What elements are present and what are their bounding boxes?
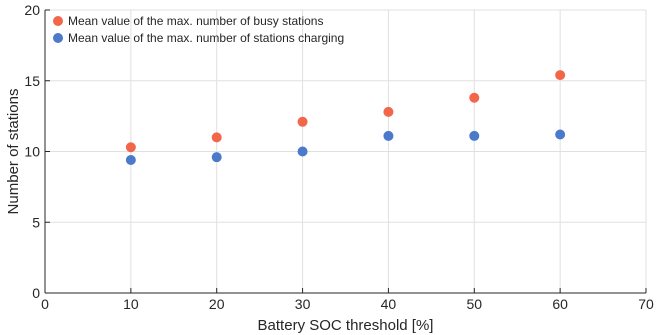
data-point-series-1 (555, 70, 566, 81)
legend-marker (53, 33, 63, 43)
data-point-series-2 (211, 152, 222, 163)
x-tick-label: 50 (466, 296, 482, 312)
data-point-series-2 (297, 146, 308, 157)
y-axis-label: Number of stations (5, 89, 22, 215)
x-axis-label: Battery SOC threshold [%] (258, 317, 434, 334)
data-point-series-2 (125, 154, 136, 165)
data-point-series-1 (297, 116, 308, 127)
x-tick-label: 30 (295, 296, 311, 312)
x-tick-label: 20 (209, 296, 225, 312)
data-point-series-1 (469, 92, 480, 103)
y-tick-label: 10 (24, 144, 40, 160)
y-tick-label: 15 (24, 73, 40, 89)
tick-labels: 0 10 20 30 40 50 60 70 0 5 10 15 20 (24, 2, 654, 312)
data-point-series-1 (125, 142, 136, 153)
grid (45, 9, 647, 293)
y-tick-label: 0 (32, 285, 40, 301)
x-tick-label: 40 (381, 296, 397, 312)
legend-entry: Mean value of the max. number of busy st… (68, 14, 323, 28)
x-tick-label: 70 (638, 296, 654, 312)
data-points (125, 70, 566, 165)
data-point-series-2 (469, 130, 480, 141)
x-tick-label: 60 (552, 296, 568, 312)
data-point-series-1 (383, 106, 394, 117)
y-tick-label: 5 (32, 214, 40, 230)
legend: Mean value of the max. number of busy st… (53, 14, 344, 45)
legend-entry: Mean value of the max. number of station… (68, 31, 344, 45)
axes (44, 9, 647, 294)
data-point-series-2 (555, 129, 566, 140)
x-tick-label: 0 (41, 296, 49, 312)
y-tick-label: 20 (24, 2, 40, 18)
data-point-series-2 (383, 130, 394, 141)
data-point-series-1 (211, 132, 222, 143)
legend-marker (53, 16, 63, 26)
x-tick-label: 10 (123, 296, 139, 312)
